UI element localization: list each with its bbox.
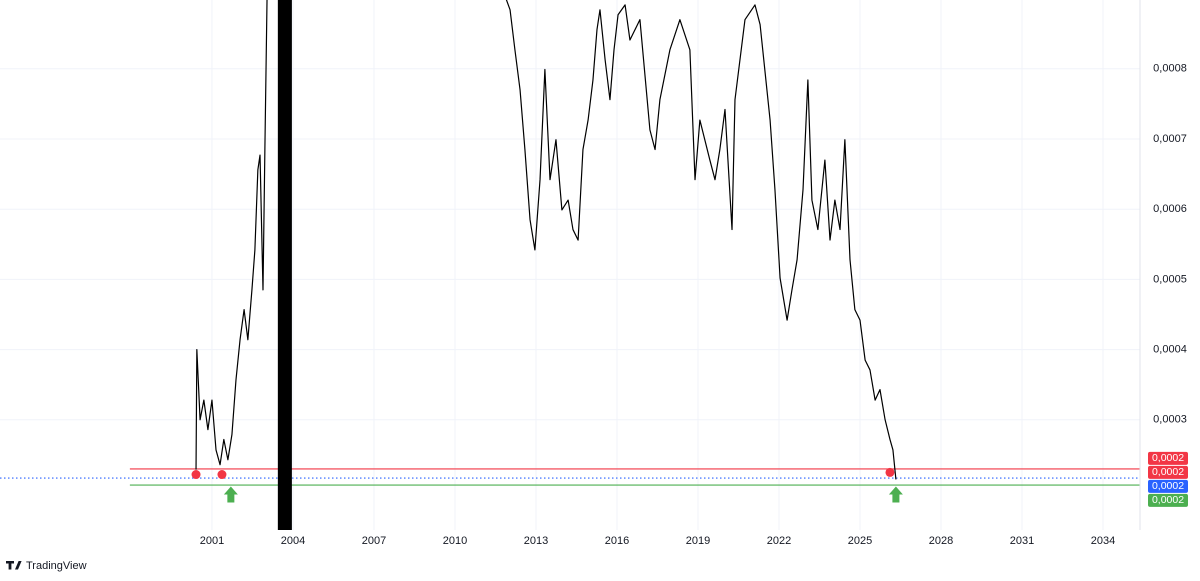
axes: 0,0003 0,0004 0,0005 0,0006 0,0007 0,0008 2001… [200, 63, 1188, 547]
price-tag-label: 0,0002 [1152, 466, 1184, 478]
x-tick-label: 2031 [1010, 535, 1034, 547]
price-tag [1148, 465, 1188, 479]
y-tick-label: 0,0005 [1153, 273, 1187, 285]
signal-dot [217, 470, 227, 480]
x-tick-label: 2022 [767, 535, 791, 547]
x-tick-label: 2025 [848, 535, 872, 547]
x-tick-label: 2007 [362, 535, 386, 547]
logo-icon [6, 561, 22, 570]
signal-arrow [223, 486, 238, 503]
price-tag-label: 0,0002 [1152, 452, 1184, 464]
y-tick-label: 0,0004 [1153, 343, 1187, 355]
vertical-band [277, 0, 292, 530]
signal-arrow [888, 486, 903, 503]
y-tick-label: 0,0007 [1153, 133, 1187, 145]
x-tick-label: 2028 [929, 535, 953, 547]
y-tick-label: 0,0006 [1153, 203, 1187, 215]
x-tick-label: 2034 [1091, 535, 1115, 547]
x-tick-label: 2019 [686, 535, 710, 547]
price-tag [1148, 451, 1188, 465]
x-tick-label: 2010 [443, 535, 467, 547]
plot-area [0, 0, 1140, 530]
x-tick-label: 2013 [524, 535, 548, 547]
price-tag [1148, 479, 1188, 493]
price-tag-label: 0,0002 [1152, 480, 1184, 492]
signal-dot [885, 467, 895, 477]
brand-name: TradingView [26, 560, 87, 572]
x-tick-label: 2001 [200, 535, 224, 547]
price-tag-label: 0,0002 [1152, 494, 1184, 506]
x-tick-label: 2004 [281, 535, 305, 547]
price-tag [1148, 493, 1188, 507]
y-tick-label: 0,0003 [1153, 414, 1187, 426]
price-line [195, 0, 897, 480]
grid [0, 0, 1140, 530]
y-tick-label: 0,0008 [1153, 63, 1187, 75]
x-tick-label: 2016 [605, 535, 629, 547]
signal-dot [191, 470, 201, 480]
brand-logo: TradingView [6, 560, 87, 572]
